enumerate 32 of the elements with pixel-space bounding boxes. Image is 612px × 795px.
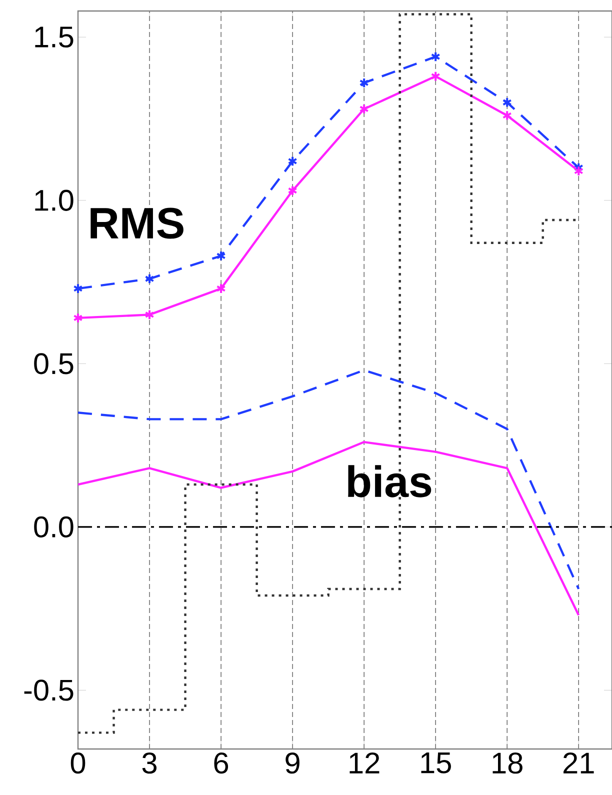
point	[73, 312, 83, 324]
x-tick-label: 9	[286, 752, 300, 774]
point	[216, 250, 226, 262]
y-tick-label: 1.5	[35, 26, 74, 48]
point	[359, 77, 369, 88]
point	[288, 156, 298, 167]
point	[502, 110, 512, 121]
x-tick-label: 18	[492, 752, 522, 774]
point	[73, 283, 83, 294]
line-series	[78, 440, 580, 616]
point	[574, 166, 584, 176]
point	[359, 104, 369, 114]
x-tick-label: 3	[142, 752, 157, 774]
annotation: RMS	[90, 208, 184, 239]
x-tick-label: 0	[70, 752, 86, 774]
x-tick-label: 21	[564, 752, 594, 774]
y-tick-label: -0.5	[24, 680, 74, 701]
y-tick-label: 1.0	[35, 190, 74, 211]
y-tick-label: 0.0	[34, 516, 74, 538]
point	[216, 283, 226, 294]
point	[144, 309, 154, 320]
annotation: bias	[348, 465, 432, 498]
x-tick-label: 6	[214, 752, 228, 774]
y-tick-label: 0.5	[34, 353, 74, 374]
line-series	[78, 369, 580, 590]
point	[430, 70, 440, 82]
point	[144, 273, 154, 284]
x-tick-label: 15	[421, 752, 451, 774]
point	[430, 51, 440, 62]
point	[288, 185, 298, 196]
point	[502, 97, 512, 108]
x-tick-label: 12	[350, 752, 380, 774]
